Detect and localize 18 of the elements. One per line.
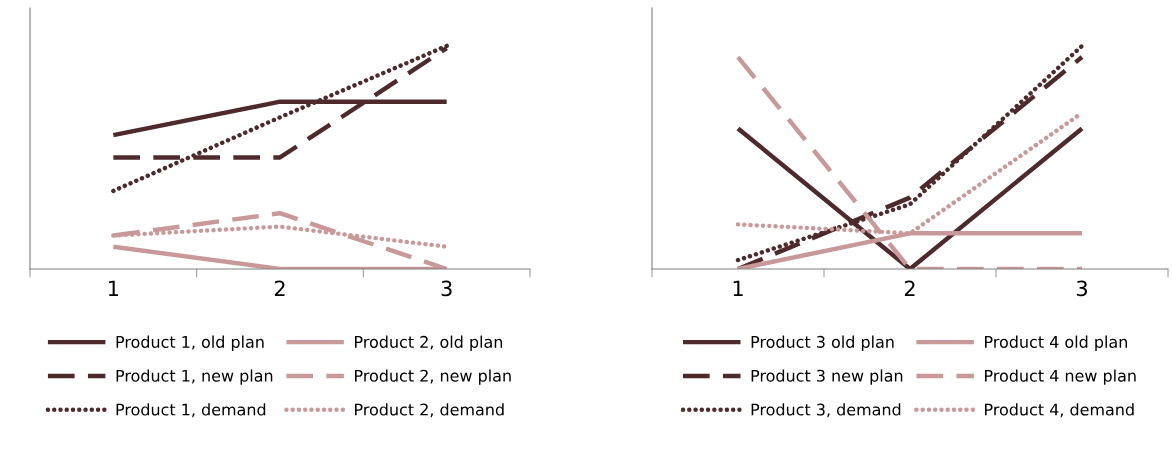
legend-label: Product 2, old plan [355,335,503,352]
legend-label: Product 1, old plan [116,335,264,352]
x-tick-label: 2 [274,280,285,296]
legend-label: Product 2, new plan [355,369,511,385]
x-tick-label: 2 [904,280,915,296]
legend-label: Product 4 new plan [985,369,1136,385]
x-tick-label: 1 [733,280,743,296]
legend-label: Product 1, new plan [116,369,273,385]
x-tick-label: 3 [441,280,452,297]
legend-label: Product 4 old plan [985,335,1127,352]
x-tick-label: 1 [108,280,119,296]
legend-label: Product 3 old plan [751,335,894,352]
x-tick-label: 3 [1076,280,1087,297]
legend-label: Product 3 new plan [751,369,903,385]
legend-label: Product 2, demand [355,403,504,418]
legend-label: Product 4, demand [985,403,1134,418]
legend-label: Product 3, demand [751,403,901,418]
legend-label: Product 1, demand [116,403,266,418]
